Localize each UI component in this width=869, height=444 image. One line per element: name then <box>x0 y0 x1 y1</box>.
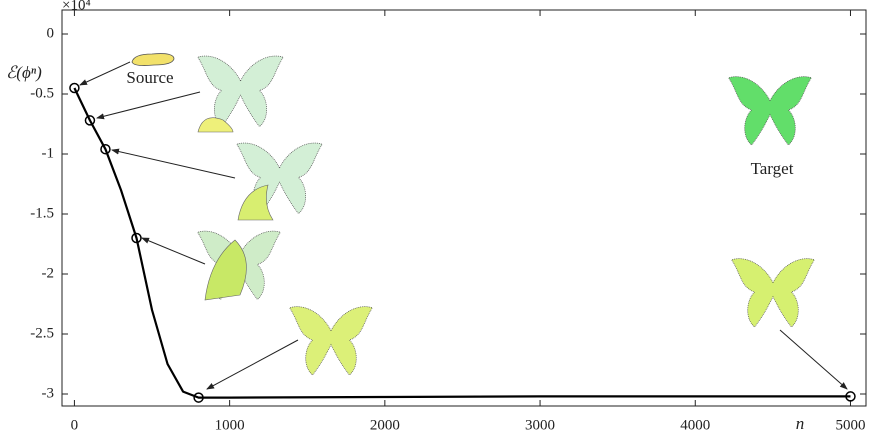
x-tick-label: 3000 <box>525 417 555 433</box>
x-tick-label: 5000 <box>835 417 865 433</box>
annotation: Target <box>751 159 794 178</box>
y-tick-label: -2 <box>42 265 55 281</box>
y-axis-label: ℰ(ϕⁿ) <box>6 63 42 82</box>
chart: ×10⁴ ℰ(ϕⁿ) n Source Target -3 -2.5 -2 -1.5 -… <box>0 0 869 439</box>
y-tick-label: 0 <box>47 25 55 41</box>
x-axis-label: n <box>796 414 805 433</box>
y-tick-label: -1 <box>42 145 55 161</box>
illustrations <box>80 54 847 389</box>
x-tick-label: 0 <box>71 417 79 433</box>
x-tick-label: 1000 <box>215 417 245 433</box>
plot-frame <box>62 10 866 406</box>
y-tick-label: -3 <box>42 385 55 401</box>
exponent-label: ×10⁴ <box>62 0 91 13</box>
x-tick-label: 2000 <box>370 417 400 433</box>
annotation: Source <box>126 68 173 87</box>
y-tick-label: -2.5 <box>30 325 54 341</box>
y-tick-label: -1.5 <box>30 205 54 221</box>
y-tick-label: -0.5 <box>30 85 54 101</box>
x-tick-label: 4000 <box>680 417 710 433</box>
line <box>74 88 850 398</box>
